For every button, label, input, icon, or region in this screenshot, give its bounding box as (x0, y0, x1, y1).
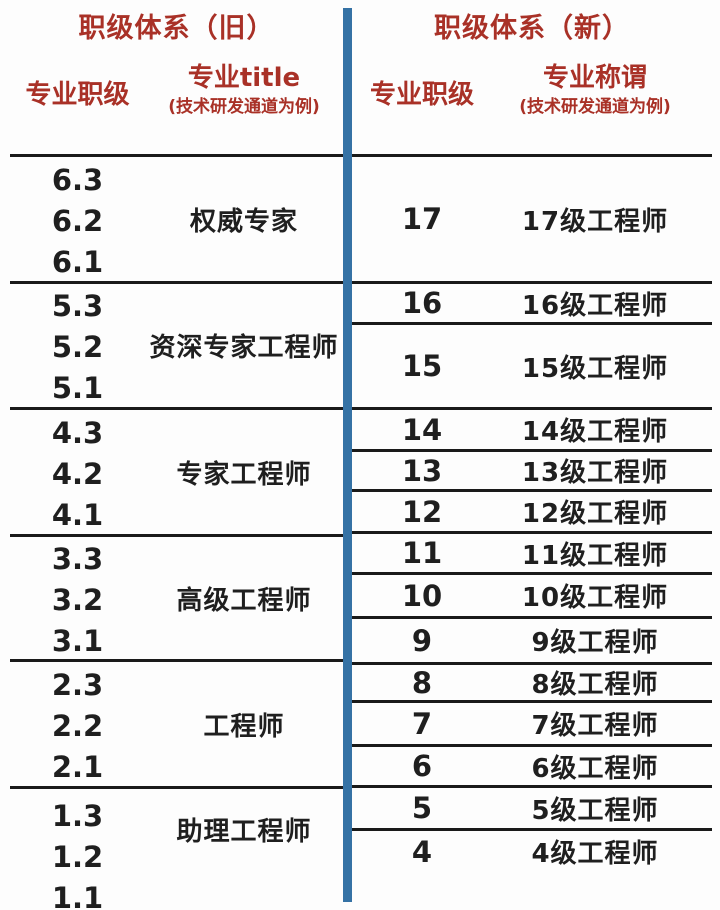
new-level-cell: 12 (401, 494, 443, 529)
new-level-row: 17 17级工程师 (352, 157, 712, 284)
old-level-cell: 4.1 (51, 497, 104, 532)
new-title-column-label: 专业称谓 (542, 63, 647, 93)
new-title-cell: 14级工程师 (521, 417, 669, 447)
new-level-row: 14 14级工程师 (352, 410, 712, 452)
old-title-column-note: (技术研发通道为例) (168, 97, 320, 117)
new-level-cell: 13 (401, 453, 443, 488)
new-level-cell: 5 (411, 791, 433, 825)
new-level-cell: 8 (411, 665, 433, 700)
new-title-cell: 13级工程师 (521, 458, 669, 488)
new-level-cell: 6 (411, 749, 433, 783)
new-level-row: 9 9级工程师 (352, 619, 712, 665)
old-level-cell: 1.3 (51, 799, 104, 833)
old-level-cell: 5.2 (51, 330, 104, 364)
new-level-row: 10 10级工程师 (352, 575, 712, 619)
new-level-cell: 4 (411, 834, 433, 869)
old-sublevel-column: 5.3 5.2 5.1 (10, 284, 145, 407)
old-group-title-cell: 助理工程师 (176, 817, 312, 847)
old-level-cell: 6.1 (51, 244, 104, 279)
new-level-cell: 10 (401, 578, 443, 613)
old-level-cell: 2.1 (51, 749, 104, 784)
old-level-cell: 3.3 (51, 541, 104, 576)
vertical-divider (343, 8, 352, 902)
old-level-cell: 4.2 (51, 456, 104, 491)
new-title-cell: 17级工程师 (521, 206, 669, 237)
old-sublevel-column: 4.3 4.2 4.1 (10, 410, 145, 534)
new-system-panel: 职级体系（新） 专业职级 专业称谓 (技术研发通道为例) 17 17级工程师 16 1… (352, 0, 720, 910)
new-title-cell: 6级工程师 (531, 753, 659, 784)
old-level-group-row: 5.3 5.2 5.1 资深专家工程师 (10, 284, 343, 410)
old-system-panel: 职级体系（旧） 专业职级 专业title (技术研发通道为例) 6.3 6.2 6.… (0, 0, 343, 910)
old-group-title-cell: 工程师 (203, 711, 285, 742)
old-level-group-row: 1.3 1.2 1.1 助理工程师 (10, 789, 343, 910)
new-level-cell: 11 (401, 536, 443, 570)
new-system-header: 职级体系（新） 专业职级 专业称谓 (技术研发通道为例) (352, 12, 712, 157)
old-system-header: 职级体系（旧） 专业职级 专业title (技术研发通道为例) (10, 12, 343, 157)
new-title-cell: 10级工程师 (521, 583, 669, 613)
new-title-cell: 4级工程师 (531, 839, 659, 869)
old-level-cell: 6.3 (51, 162, 104, 197)
new-level-row: 4 4级工程师 (352, 831, 712, 872)
new-system-table-body: 17 17级工程师 16 16级工程师 15 15级工程师 14 14级工程师 13 13级工程师… (352, 157, 712, 872)
old-sublevel-column: 3.3 3.2 3.1 (10, 537, 145, 659)
new-system-title: 职级体系（新） (434, 13, 630, 44)
old-level-group-row: 4.3 4.2 4.1 专家工程师 (10, 410, 343, 537)
old-level-cell: 2.2 (51, 708, 104, 743)
old-group-title-cell: 专家工程师 (176, 459, 312, 490)
old-level-group-row: 6.3 6.2 6.1 权威专家 (10, 157, 343, 284)
old-level-cell: 5.3 (51, 289, 104, 323)
old-group-title-cell: 资深专家工程师 (149, 333, 339, 363)
new-level-cell: 9 (411, 623, 433, 658)
new-level-row: 8 8级工程师 (352, 665, 712, 703)
new-level-row: 7 7级工程师 (352, 703, 712, 747)
old-sublevel-column: 1.3 1.2 1.1 (10, 789, 145, 910)
old-system-title: 职级体系（旧） (78, 13, 275, 44)
new-level-row: 13 13级工程师 (352, 452, 712, 492)
new-title-column-header: 专业称谓 (技术研发通道为例) (492, 58, 712, 118)
new-level-cell: 15 (401, 349, 443, 383)
old-level-cell: 3.1 (51, 623, 104, 658)
new-level-cell: 7 (411, 706, 433, 741)
old-level-column-header: 专业职级 (25, 80, 130, 110)
old-sublevel-column: 2.3 2.2 2.1 (10, 662, 145, 786)
old-level-group-row: 2.3 2.2 2.1 工程师 (10, 662, 343, 789)
old-level-cell: 3.2 (51, 582, 104, 617)
old-title-column-header: 专业title (技术研发通道为例) (145, 58, 343, 118)
new-title-column-note: (技术研发通道为例) (519, 97, 671, 117)
new-title-cell: 11级工程师 (521, 540, 669, 571)
new-title-cell: 15级工程师 (521, 353, 669, 384)
old-group-title-cell: 高级工程师 (176, 585, 312, 616)
new-level-cell: 17 (401, 202, 443, 236)
new-level-row: 5 5级工程师 (352, 788, 712, 831)
new-level-row: 15 15级工程师 (352, 325, 712, 410)
new-title-cell: 8级工程师 (531, 670, 659, 700)
new-title-cell: 9级工程师 (531, 628, 659, 658)
new-level-row: 16 16级工程师 (352, 284, 712, 325)
new-title-cell: 16级工程师 (521, 290, 669, 321)
old-level-cell: 5.1 (51, 371, 104, 405)
new-title-cell: 7级工程师 (531, 711, 659, 741)
old-sublevel-column: 6.3 6.2 6.1 (10, 157, 145, 281)
new-level-row: 6 6级工程师 (352, 747, 712, 788)
old-title-column-label: 专业title (187, 63, 301, 93)
new-level-row: 12 12级工程师 (352, 492, 712, 534)
new-level-cell: 16 (401, 286, 443, 320)
new-title-cell: 5级工程师 (531, 795, 659, 826)
new-level-cell: 14 (401, 412, 443, 447)
old-level-cell: 4.3 (51, 415, 104, 450)
old-level-cell: 1.1 (51, 881, 104, 910)
old-system-table-body: 6.3 6.2 6.1 权威专家 5.3 5.2 5.1 资深专家工程师 4.3 4.2 4.1 专家… (10, 157, 343, 910)
new-title-cell: 12级工程师 (521, 499, 669, 529)
old-level-cell: 1.2 (51, 840, 104, 874)
old-level-cell: 6.2 (51, 203, 104, 238)
new-level-column-header: 专业职级 (369, 80, 474, 110)
old-level-cell: 2.3 (51, 667, 104, 702)
new-level-row: 11 11级工程师 (352, 534, 712, 575)
old-group-title-cell: 权威专家 (189, 206, 298, 237)
old-level-group-row: 3.3 3.2 3.1 高级工程师 (10, 537, 343, 662)
